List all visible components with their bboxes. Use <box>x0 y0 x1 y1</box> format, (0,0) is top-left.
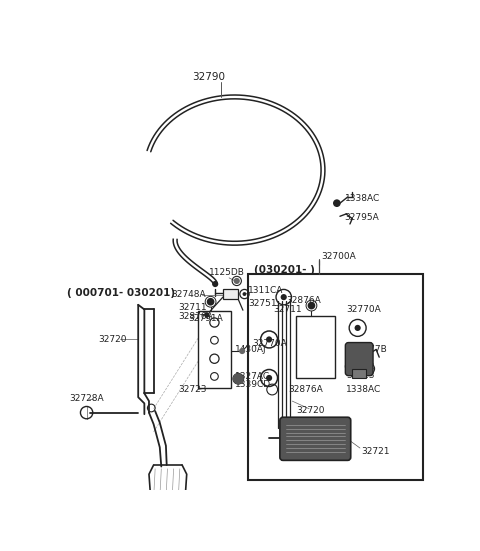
Text: 32790: 32790 <box>192 72 226 82</box>
Text: 32876A: 32876A <box>288 385 323 394</box>
Text: 32721: 32721 <box>361 447 390 456</box>
Text: 32723: 32723 <box>178 385 207 394</box>
FancyBboxPatch shape <box>280 417 351 460</box>
Bar <box>223 289 238 299</box>
Text: 32720: 32720 <box>98 335 127 344</box>
Circle shape <box>266 337 272 343</box>
Text: 32711: 32711 <box>273 305 301 314</box>
Text: 32748A: 32748A <box>171 290 206 299</box>
Text: 32728A: 32728A <box>69 395 104 403</box>
Text: 1338AC: 1338AC <box>345 194 380 203</box>
Text: ( 000701- 030201): ( 000701- 030201) <box>67 288 176 298</box>
Text: 43777B: 43777B <box>352 345 387 354</box>
Circle shape <box>234 278 240 284</box>
Bar <box>198 311 230 388</box>
Circle shape <box>333 199 341 207</box>
Circle shape <box>242 292 246 296</box>
Circle shape <box>239 348 245 354</box>
Text: 32791A: 32791A <box>188 314 223 323</box>
Text: 32795A: 32795A <box>345 213 379 222</box>
Text: 1430AJ: 1430AJ <box>235 345 267 354</box>
Text: 32722: 32722 <box>346 362 374 371</box>
Text: 32700A: 32700A <box>322 252 356 261</box>
Text: 32711: 32711 <box>178 302 207 312</box>
Circle shape <box>207 298 215 306</box>
Text: 1125DB: 1125DB <box>209 268 245 277</box>
Circle shape <box>355 325 361 331</box>
Circle shape <box>212 281 218 287</box>
Circle shape <box>365 365 373 372</box>
Bar <box>296 316 335 378</box>
Text: 1311CA: 1311CA <box>248 285 284 295</box>
Text: 32770A: 32770A <box>346 305 381 314</box>
Circle shape <box>308 302 315 310</box>
Text: 32720: 32720 <box>296 406 324 415</box>
Circle shape <box>233 374 244 384</box>
Circle shape <box>266 375 272 381</box>
Text: 32751: 32751 <box>248 299 277 308</box>
Text: 1338AC: 1338AC <box>346 385 381 394</box>
Text: 32770A: 32770A <box>252 339 287 348</box>
Text: 32723: 32723 <box>346 371 374 380</box>
Bar <box>352 369 366 378</box>
FancyBboxPatch shape <box>345 343 373 376</box>
Text: 1339CD: 1339CD <box>235 380 271 388</box>
Circle shape <box>204 312 209 317</box>
Text: 1327AC: 1327AC <box>235 372 270 381</box>
Circle shape <box>348 365 352 369</box>
Circle shape <box>281 294 287 300</box>
Bar <box>248 274 423 480</box>
Text: 32876A: 32876A <box>287 296 321 305</box>
Text: (030201- ): (030201- ) <box>254 265 314 275</box>
Text: 32876A: 32876A <box>178 312 213 321</box>
